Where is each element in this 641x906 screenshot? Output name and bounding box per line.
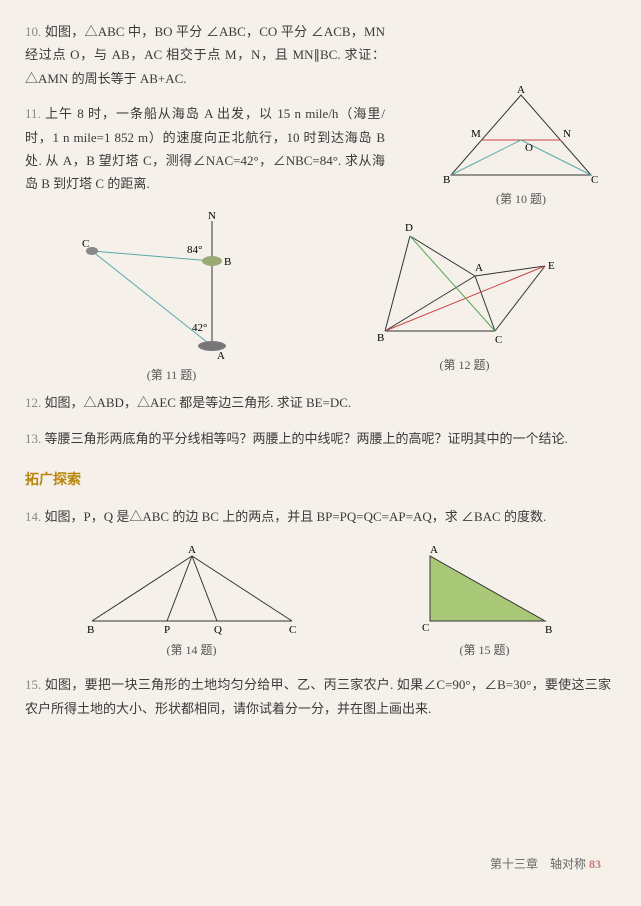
problem-11-number: 11. xyxy=(25,106,41,121)
label-B: B xyxy=(443,174,450,185)
figure-10-caption: (第 10 题) xyxy=(441,189,601,211)
figure-10: A M N O B C (第 10 题) xyxy=(441,85,601,211)
figure-11-caption: (第 11 题) xyxy=(72,365,272,387)
label-B: B xyxy=(377,332,384,344)
label-A: A xyxy=(430,544,438,556)
figure-11: N C B 84° 42° A (第 11 题) xyxy=(72,211,272,387)
problem-12-number: 12. xyxy=(25,395,41,410)
problem-15-text: 如图，要把一块三角形的土地均匀分给甲、乙、丙三家农户. 如果∠C=90°，∠B=… xyxy=(25,677,611,715)
chapter-label: 第十三章 轴对称 xyxy=(490,857,586,871)
figure-15-svg: A C B xyxy=(410,541,560,636)
problem-10-text: 如图，△ABC 中，BO 平分 ∠ABC，CO 平分 ∠ACB，MN 经过点 O… xyxy=(25,24,385,86)
problem-10-number: 10. xyxy=(25,24,41,39)
label-N: N xyxy=(563,128,571,140)
label-C: C xyxy=(591,174,598,185)
page-number: 83 xyxy=(589,857,601,871)
figures-row-11-12: N C B 84° 42° A (第 11 题) D A E B C (第 12… xyxy=(25,211,611,387)
figure-15-caption: (第 15 题) xyxy=(410,640,560,662)
figure-15: A C B (第 15 题) xyxy=(410,541,560,662)
problem-13-text: 等腰三角形两底角的平分线相等吗？两腰上的中线呢？两腰上的高呢？证明其中的一个结论… xyxy=(45,431,568,446)
problem-15-number: 15. xyxy=(25,677,41,692)
label-P: P xyxy=(164,624,170,636)
label-B: B xyxy=(87,624,94,636)
problem-14: 14. 如图，P，Q 是△ABC 的边 BC 上的两点，并且 BP=PQ=QC=… xyxy=(25,505,611,528)
label-C: C xyxy=(495,334,502,346)
problem-11: 11. 上午 8 时，一条船从海岛 A 出发，以 15 n mile/h（海里/… xyxy=(25,102,385,196)
figure-14: A B P Q C (第 14 题) xyxy=(77,541,307,662)
label-B: B xyxy=(224,256,231,268)
label-E: E xyxy=(548,260,555,272)
label-84: 84° xyxy=(187,244,202,256)
page-footer: 第十三章 轴对称 83 xyxy=(490,854,601,876)
figure-12-caption: (第 12 题) xyxy=(365,355,565,377)
figure-11-svg: N C B 84° 42° A xyxy=(72,211,272,361)
figures-row-14-15: A B P Q C (第 14 题) A C B (第 15 题) xyxy=(25,541,611,662)
label-Q: Q xyxy=(214,624,222,636)
label-C: C xyxy=(289,624,296,636)
label-O: O xyxy=(525,142,533,154)
section-header: 拓广探索 xyxy=(25,468,611,493)
figure-12: D A E B C (第 12 题) xyxy=(365,211,565,387)
problem-12: 12. 如图，△ABD，△AEC 都是等边三角形. 求证 BE=DC. xyxy=(25,391,611,414)
label-A: A xyxy=(217,350,225,361)
figure-12-svg: D A E B C xyxy=(365,211,565,351)
label-A: A xyxy=(475,262,483,274)
problem-10: 10. 如图，△ABC 中，BO 平分 ∠ABC，CO 平分 ∠ACB，MN 经… xyxy=(25,20,385,90)
problem-14-text: 如图，P，Q 是△ABC 的边 BC 上的两点，并且 BP=PQ=QC=AP=A… xyxy=(45,509,547,524)
problem-15: 15. 如图，要把一块三角形的土地均匀分给甲、乙、丙三家农户. 如果∠C=90°… xyxy=(25,673,611,720)
problem-12-text: 如图，△ABD，△AEC 都是等边三角形. 求证 BE=DC. xyxy=(45,395,352,410)
figure-10-svg: A M N O B C xyxy=(441,85,601,185)
label-N: N xyxy=(208,211,216,222)
label-C: C xyxy=(422,622,429,634)
figure-14-caption: (第 14 题) xyxy=(77,640,307,662)
label-C: C xyxy=(82,238,89,250)
problem-13-number: 13. xyxy=(25,431,41,446)
label-A: A xyxy=(188,544,196,556)
label-42: 42° xyxy=(192,322,207,334)
problem-14-number: 14. xyxy=(25,509,41,524)
problem-11-text: 上午 8 时，一条船从海岛 A 出发，以 15 n mile/h（海里/时，1 … xyxy=(25,106,385,191)
figure-14-svg: A B P Q C xyxy=(77,541,307,636)
label-A: A xyxy=(517,85,525,96)
label-D: D xyxy=(405,222,413,234)
label-M: M xyxy=(471,128,481,140)
problem-13: 13. 等腰三角形两底角的平分线相等吗？两腰上的中线呢？两腰上的高呢？证明其中的… xyxy=(25,427,611,450)
label-B: B xyxy=(545,624,552,636)
